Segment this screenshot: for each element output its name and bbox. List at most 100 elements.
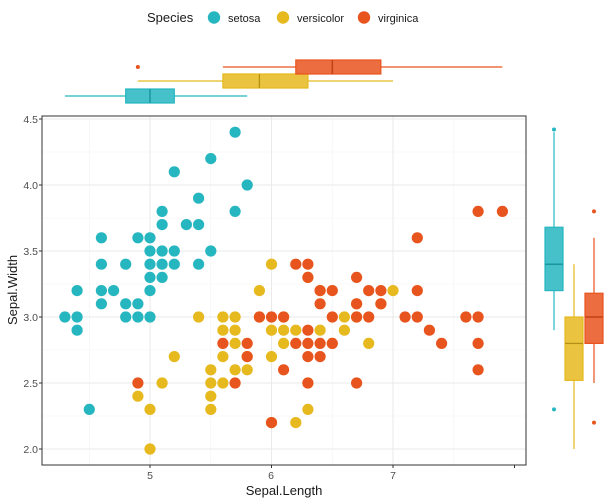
point-virginica bbox=[265, 311, 278, 323]
point-versicolor bbox=[205, 364, 217, 376]
y-boxplot-virginica bbox=[584, 209, 604, 425]
x-axis-title: Sepal.Length bbox=[246, 483, 323, 498]
point-virginica bbox=[351, 271, 363, 283]
point-setosa bbox=[120, 258, 132, 270]
data-points bbox=[59, 126, 508, 455]
point-setosa bbox=[95, 258, 107, 270]
y-boxplot-outlier bbox=[552, 127, 556, 132]
plot-panel bbox=[41, 115, 527, 466]
point-virginica bbox=[363, 285, 375, 297]
y-boxplot-versicolor bbox=[564, 264, 584, 449]
point-virginica bbox=[472, 205, 484, 217]
point-virginica bbox=[253, 311, 265, 323]
point-virginica bbox=[314, 337, 326, 349]
point-setosa bbox=[71, 285, 83, 297]
point-setosa bbox=[168, 245, 180, 257]
point-virginica bbox=[436, 337, 448, 349]
point-virginica bbox=[399, 311, 411, 323]
point-versicolor bbox=[229, 324, 241, 336]
y-boxplot-outlier bbox=[592, 209, 596, 214]
point-versicolor bbox=[168, 351, 180, 363]
point-versicolor bbox=[302, 403, 314, 415]
point-virginica bbox=[411, 285, 423, 297]
x-boxplot-box bbox=[222, 73, 309, 89]
point-setosa bbox=[180, 219, 192, 231]
point-setosa bbox=[205, 245, 217, 257]
x-boxplot-versicolor bbox=[137, 73, 393, 89]
point-virginica bbox=[326, 285, 338, 297]
point-virginica bbox=[241, 337, 253, 349]
y-tick-label-4-5: 4.5 bbox=[23, 114, 38, 126]
x-boxplot-virginica bbox=[135, 59, 503, 75]
point-versicolor bbox=[217, 377, 229, 389]
point-virginica bbox=[351, 311, 363, 323]
point-virginica bbox=[302, 377, 314, 389]
point-setosa bbox=[168, 258, 180, 270]
point-virginica bbox=[314, 351, 326, 363]
legend-key-virginica bbox=[357, 11, 371, 24]
point-versicolor bbox=[290, 324, 302, 336]
series-setosa bbox=[59, 126, 253, 415]
point-virginica bbox=[472, 337, 484, 349]
point-versicolor bbox=[338, 324, 350, 336]
point-virginica bbox=[472, 311, 484, 323]
point-setosa bbox=[193, 219, 205, 231]
y-marginal-boxplots bbox=[544, 127, 604, 449]
point-setosa bbox=[156, 245, 168, 257]
x-tick-label-7: 7 bbox=[390, 470, 396, 482]
point-setosa bbox=[205, 153, 217, 165]
point-versicolor bbox=[241, 364, 253, 376]
point-versicolor bbox=[229, 337, 241, 349]
x-marginal-boxplots bbox=[64, 59, 503, 104]
point-setosa bbox=[108, 285, 120, 297]
x-boxplot-box bbox=[295, 59, 382, 75]
point-virginica bbox=[472, 364, 484, 376]
point-setosa bbox=[120, 298, 132, 310]
point-virginica bbox=[241, 351, 253, 363]
legend-key-versicolor bbox=[276, 11, 290, 24]
point-virginica bbox=[326, 311, 338, 323]
point-virginica bbox=[265, 417, 278, 429]
point-versicolor bbox=[144, 443, 156, 455]
point-versicolor bbox=[387, 285, 399, 297]
point-versicolor bbox=[132, 390, 144, 402]
point-setosa bbox=[241, 179, 253, 191]
point-virginica bbox=[278, 364, 290, 376]
x-tick-label-5: 5 bbox=[147, 470, 153, 482]
point-virginica bbox=[229, 377, 241, 389]
point-versicolor bbox=[193, 311, 205, 323]
point-virginica bbox=[217, 337, 229, 349]
y-boxplot-box bbox=[544, 226, 564, 292]
point-versicolor bbox=[253, 285, 265, 297]
point-setosa bbox=[156, 258, 168, 270]
point-setosa bbox=[144, 271, 156, 283]
point-virginica bbox=[314, 285, 326, 297]
point-virginica bbox=[411, 311, 423, 323]
point-versicolor bbox=[265, 351, 278, 363]
point-virginica bbox=[290, 258, 302, 270]
point-virginica bbox=[326, 337, 338, 349]
y-boxplot-outlier bbox=[592, 420, 596, 425]
point-setosa bbox=[144, 258, 156, 270]
point-setosa bbox=[71, 324, 83, 336]
point-setosa bbox=[168, 166, 180, 178]
x-boxplot-setosa bbox=[64, 88, 248, 104]
point-setosa bbox=[120, 311, 132, 323]
y-tick-label-3-0: 3.0 bbox=[23, 312, 38, 324]
point-versicolor bbox=[217, 311, 229, 323]
point-virginica bbox=[290, 337, 302, 349]
y-tick-label-2-0: 2.0 bbox=[23, 444, 38, 456]
legend-title: Species bbox=[147, 10, 194, 25]
point-virginica bbox=[496, 205, 508, 217]
point-virginica bbox=[314, 298, 326, 310]
y-axis-title: Sepal.Width bbox=[5, 255, 20, 325]
point-setosa bbox=[95, 298, 107, 310]
point-virginica bbox=[363, 311, 375, 323]
point-setosa bbox=[95, 232, 107, 244]
point-setosa bbox=[132, 298, 144, 310]
point-setosa bbox=[144, 311, 156, 323]
y-tick-label-3-5: 3.5 bbox=[23, 246, 38, 258]
y-boxplot-outlier bbox=[552, 407, 556, 412]
point-versicolor bbox=[205, 377, 217, 389]
